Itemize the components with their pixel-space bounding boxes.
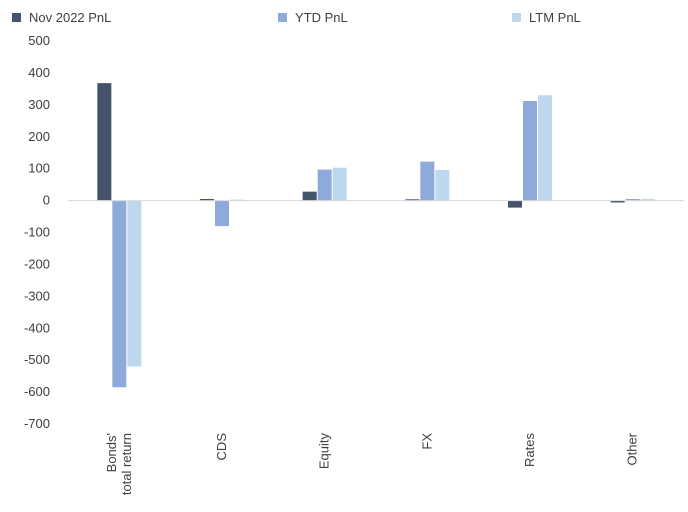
x-tick-label-cds: CDS: [214, 433, 229, 461]
bar-nov-2022-pnl-other: [610, 200, 625, 203]
x-tick-label-line: FX: [419, 433, 434, 450]
bar-ytd-pnl-rates: [523, 101, 537, 201]
y-tick-label-minus-300: -300: [24, 288, 50, 303]
chart-legend: Nov 2022 PnL YTD PnL LTM PnL: [0, 10, 688, 28]
x-tick-label-line: Rates: [522, 433, 537, 467]
y-tick-label-minus-500: -500: [24, 352, 50, 367]
legend-item-ytd-pnl: YTD PnL: [278, 10, 348, 25]
y-tick-label-400: 400: [28, 65, 50, 80]
legend-item-nov-2022-pnl: Nov 2022 PnL: [12, 10, 111, 25]
legend-swatch-nov-2022-pnl: [12, 13, 21, 22]
bar-nov-2022-pnl-bonds-total-return: [97, 83, 112, 201]
legend-label-nov-2022-pnl: Nov 2022 PnL: [29, 10, 112, 25]
bar-ltm-pnl-fx: [435, 169, 450, 201]
bar-ytd-pnl-equity: [317, 169, 332, 201]
y-tick-label-0: 0: [43, 193, 50, 208]
y-tick-label-minus-400: -400: [24, 320, 50, 335]
x-tick-label-equity: Equity: [317, 433, 332, 470]
legend-label-ytd-pnl: YTD PnL: [295, 10, 348, 25]
y-tick-label-minus-600: -600: [24, 384, 50, 399]
y-tick-label-300: 300: [28, 97, 50, 112]
x-tick-label-bonds-total-return: Bonds'total return: [104, 433, 134, 495]
bar-ltm-pnl-bonds-total-return: [127, 200, 142, 367]
bar-ltm-pnl-rates: [538, 95, 552, 201]
legend-item-ltm-pnl: LTM PnL: [512, 10, 581, 25]
legend-label-ltm-pnl: LTM PnL: [529, 10, 581, 25]
bar-ytd-pnl-bonds-total-return: [112, 200, 127, 388]
x-tick-label-rates: Rates: [522, 433, 537, 467]
bar-ltm-pnl-other: [640, 198, 655, 201]
y-tick-label-minus-100: -100: [24, 225, 50, 240]
bar-nov-2022-pnl-cds: [200, 198, 214, 201]
bar-nov-2022-pnl-fx: [405, 199, 420, 201]
y-tick-label-minus-700: -700: [24, 416, 50, 431]
legend-swatch-ltm-pnl: [512, 13, 521, 22]
x-tick-label-line: CDS: [214, 433, 229, 461]
y-tick-label-minus-200: -200: [24, 256, 50, 271]
x-tick-label-fx: FX: [419, 433, 434, 450]
x-tick-label-line: Bonds': [104, 433, 119, 472]
legend-swatch-ytd-pnl: [278, 13, 287, 22]
x-tick-label-other: Other: [625, 432, 640, 465]
bar-nov-2022-pnl-equity: [302, 191, 317, 201]
x-tick-label-line: total return: [119, 433, 134, 495]
y-tick-label-100: 100: [28, 161, 50, 176]
bar-ytd-pnl-cds: [215, 200, 229, 227]
x-tick-label-line: Equity: [317, 433, 332, 470]
bar-ltm-pnl-equity: [332, 167, 347, 201]
y-tick-label-200: 200: [28, 129, 50, 144]
x-tick-label-line: Other: [625, 432, 640, 465]
bar-ytd-pnl-fx: [420, 161, 435, 201]
y-tick-label-500: 500: [28, 33, 50, 48]
bar-ytd-pnl-other: [625, 198, 640, 201]
bar-nov-2022-pnl-rates: [508, 200, 522, 208]
